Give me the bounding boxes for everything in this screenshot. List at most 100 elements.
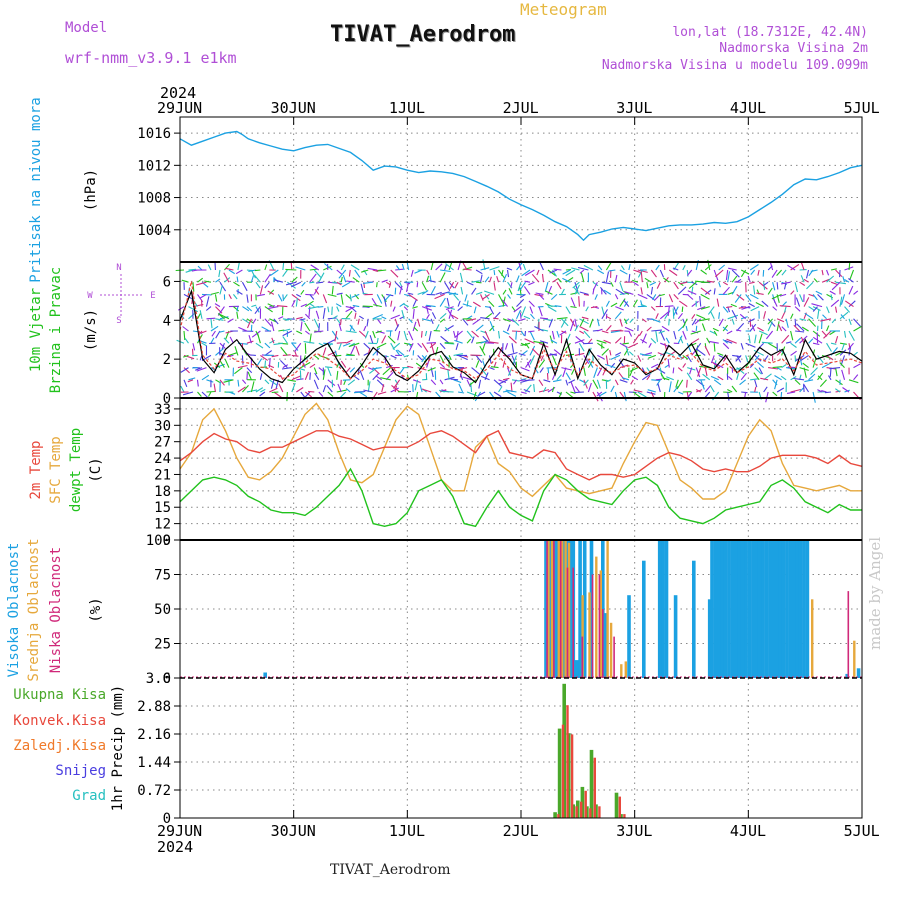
wind-arrow <box>554 305 562 308</box>
wind-arrow <box>672 267 679 271</box>
wind-arrow <box>565 379 569 386</box>
wind-arrow <box>623 299 630 307</box>
wind-arrow <box>624 291 634 295</box>
wind-arrow <box>428 279 436 283</box>
wind-arrow <box>812 294 818 301</box>
wind-arrow <box>304 371 309 381</box>
wind-arrow <box>439 272 446 283</box>
wind-arrow <box>619 318 623 327</box>
wind-arrow <box>242 385 249 393</box>
wind-arrow <box>812 306 818 312</box>
wind-arrow <box>339 391 347 399</box>
wind-arrow <box>605 363 616 369</box>
wind-arrow <box>757 269 760 276</box>
wind-arrow <box>261 326 270 332</box>
wind-arrow <box>447 292 459 295</box>
wind-arrow <box>628 330 633 337</box>
wind-arrow <box>755 302 764 308</box>
wind-arrow <box>763 311 767 319</box>
wind-arrow <box>372 313 383 320</box>
wind-ytick-label: 0 <box>163 391 171 407</box>
wind-arrow <box>610 281 614 287</box>
wind-arrow <box>334 350 338 356</box>
wind-arrow <box>471 336 475 344</box>
wind-arrow <box>763 282 766 290</box>
wind-arrow <box>793 377 805 381</box>
wind-arrow <box>678 391 684 395</box>
wind-arrow <box>424 330 428 337</box>
wind-arrow <box>700 306 710 310</box>
wind-arrow <box>776 387 785 393</box>
wind-arrow <box>539 317 549 320</box>
wind-arrow <box>229 336 234 344</box>
wind-arrow <box>601 306 605 316</box>
wind-arrow <box>439 379 444 385</box>
wind-arrow <box>691 338 700 344</box>
wind-arrow <box>734 294 742 303</box>
wind-arrow <box>686 355 692 363</box>
wind-arrow <box>417 318 421 327</box>
wind-arrow <box>853 374 859 381</box>
cloud-ylabel: Niska Oblacnost <box>48 547 64 673</box>
wind-arrow <box>502 273 508 283</box>
wind-arrow <box>533 340 544 344</box>
wind-arrow <box>277 294 283 302</box>
wind-arrow <box>381 316 387 320</box>
low-cloud-bar <box>566 567 569 678</box>
wind-arrow <box>631 375 639 381</box>
wind-arrow <box>848 285 854 295</box>
wind-arrow <box>800 354 809 362</box>
wind-arrow <box>340 294 344 305</box>
wind-arrow <box>331 330 339 340</box>
wind-arrow <box>248 269 257 273</box>
wind-arrow <box>334 354 342 357</box>
wind-arrow <box>665 337 670 344</box>
high-cloud-bar <box>673 595 678 678</box>
wind-arrow <box>668 318 670 326</box>
pressure-ytick-label: 1004 <box>137 223 171 239</box>
wind-arrow <box>406 262 410 271</box>
wind-arrow <box>519 287 522 295</box>
wind-arrow <box>435 391 441 398</box>
wind-arrow <box>511 330 523 333</box>
wind-arrow <box>357 318 360 325</box>
low-cloud-bar <box>553 540 555 678</box>
high-cloud-bar <box>710 540 714 678</box>
wind-arrow <box>781 269 787 276</box>
wind-arrow <box>562 277 571 283</box>
wind-arrow <box>234 346 239 356</box>
wind-arrow <box>336 341 347 344</box>
wind-arrow <box>180 367 189 373</box>
wind-arrow <box>375 375 383 381</box>
wind-arrow <box>795 330 805 333</box>
wind-arrow <box>304 322 311 332</box>
wind-arrow <box>853 326 862 332</box>
wind-arrow <box>707 306 715 315</box>
high-cloud-bar <box>775 540 779 678</box>
wind-arrow <box>399 367 405 374</box>
wind-arrow <box>247 371 252 381</box>
wind-arrow <box>352 304 360 308</box>
wind-arrow <box>632 299 638 307</box>
wind-arrow <box>776 367 782 371</box>
wind-arrow <box>519 281 526 291</box>
wind-arrow <box>725 269 729 280</box>
wind-arrow <box>632 334 640 344</box>
wind-arrow <box>377 269 387 272</box>
wind-arrow <box>750 269 756 275</box>
wind-arrow <box>300 321 303 332</box>
wind-arrow <box>291 276 298 283</box>
wind-arrow <box>372 347 381 356</box>
wind-arrow <box>397 349 405 356</box>
wind-arrow <box>596 379 601 389</box>
wind-arrow <box>237 386 246 393</box>
wind-arrow <box>476 281 482 284</box>
wind-arrow <box>439 355 445 363</box>
wind-arrow <box>372 330 376 339</box>
wind-arrow <box>531 273 540 283</box>
wind-arrow <box>826 342 832 352</box>
wind-arrow <box>774 375 782 381</box>
total-precip-bar <box>614 792 619 818</box>
wind-arrow <box>549 335 553 344</box>
wind-arrow <box>678 300 688 308</box>
